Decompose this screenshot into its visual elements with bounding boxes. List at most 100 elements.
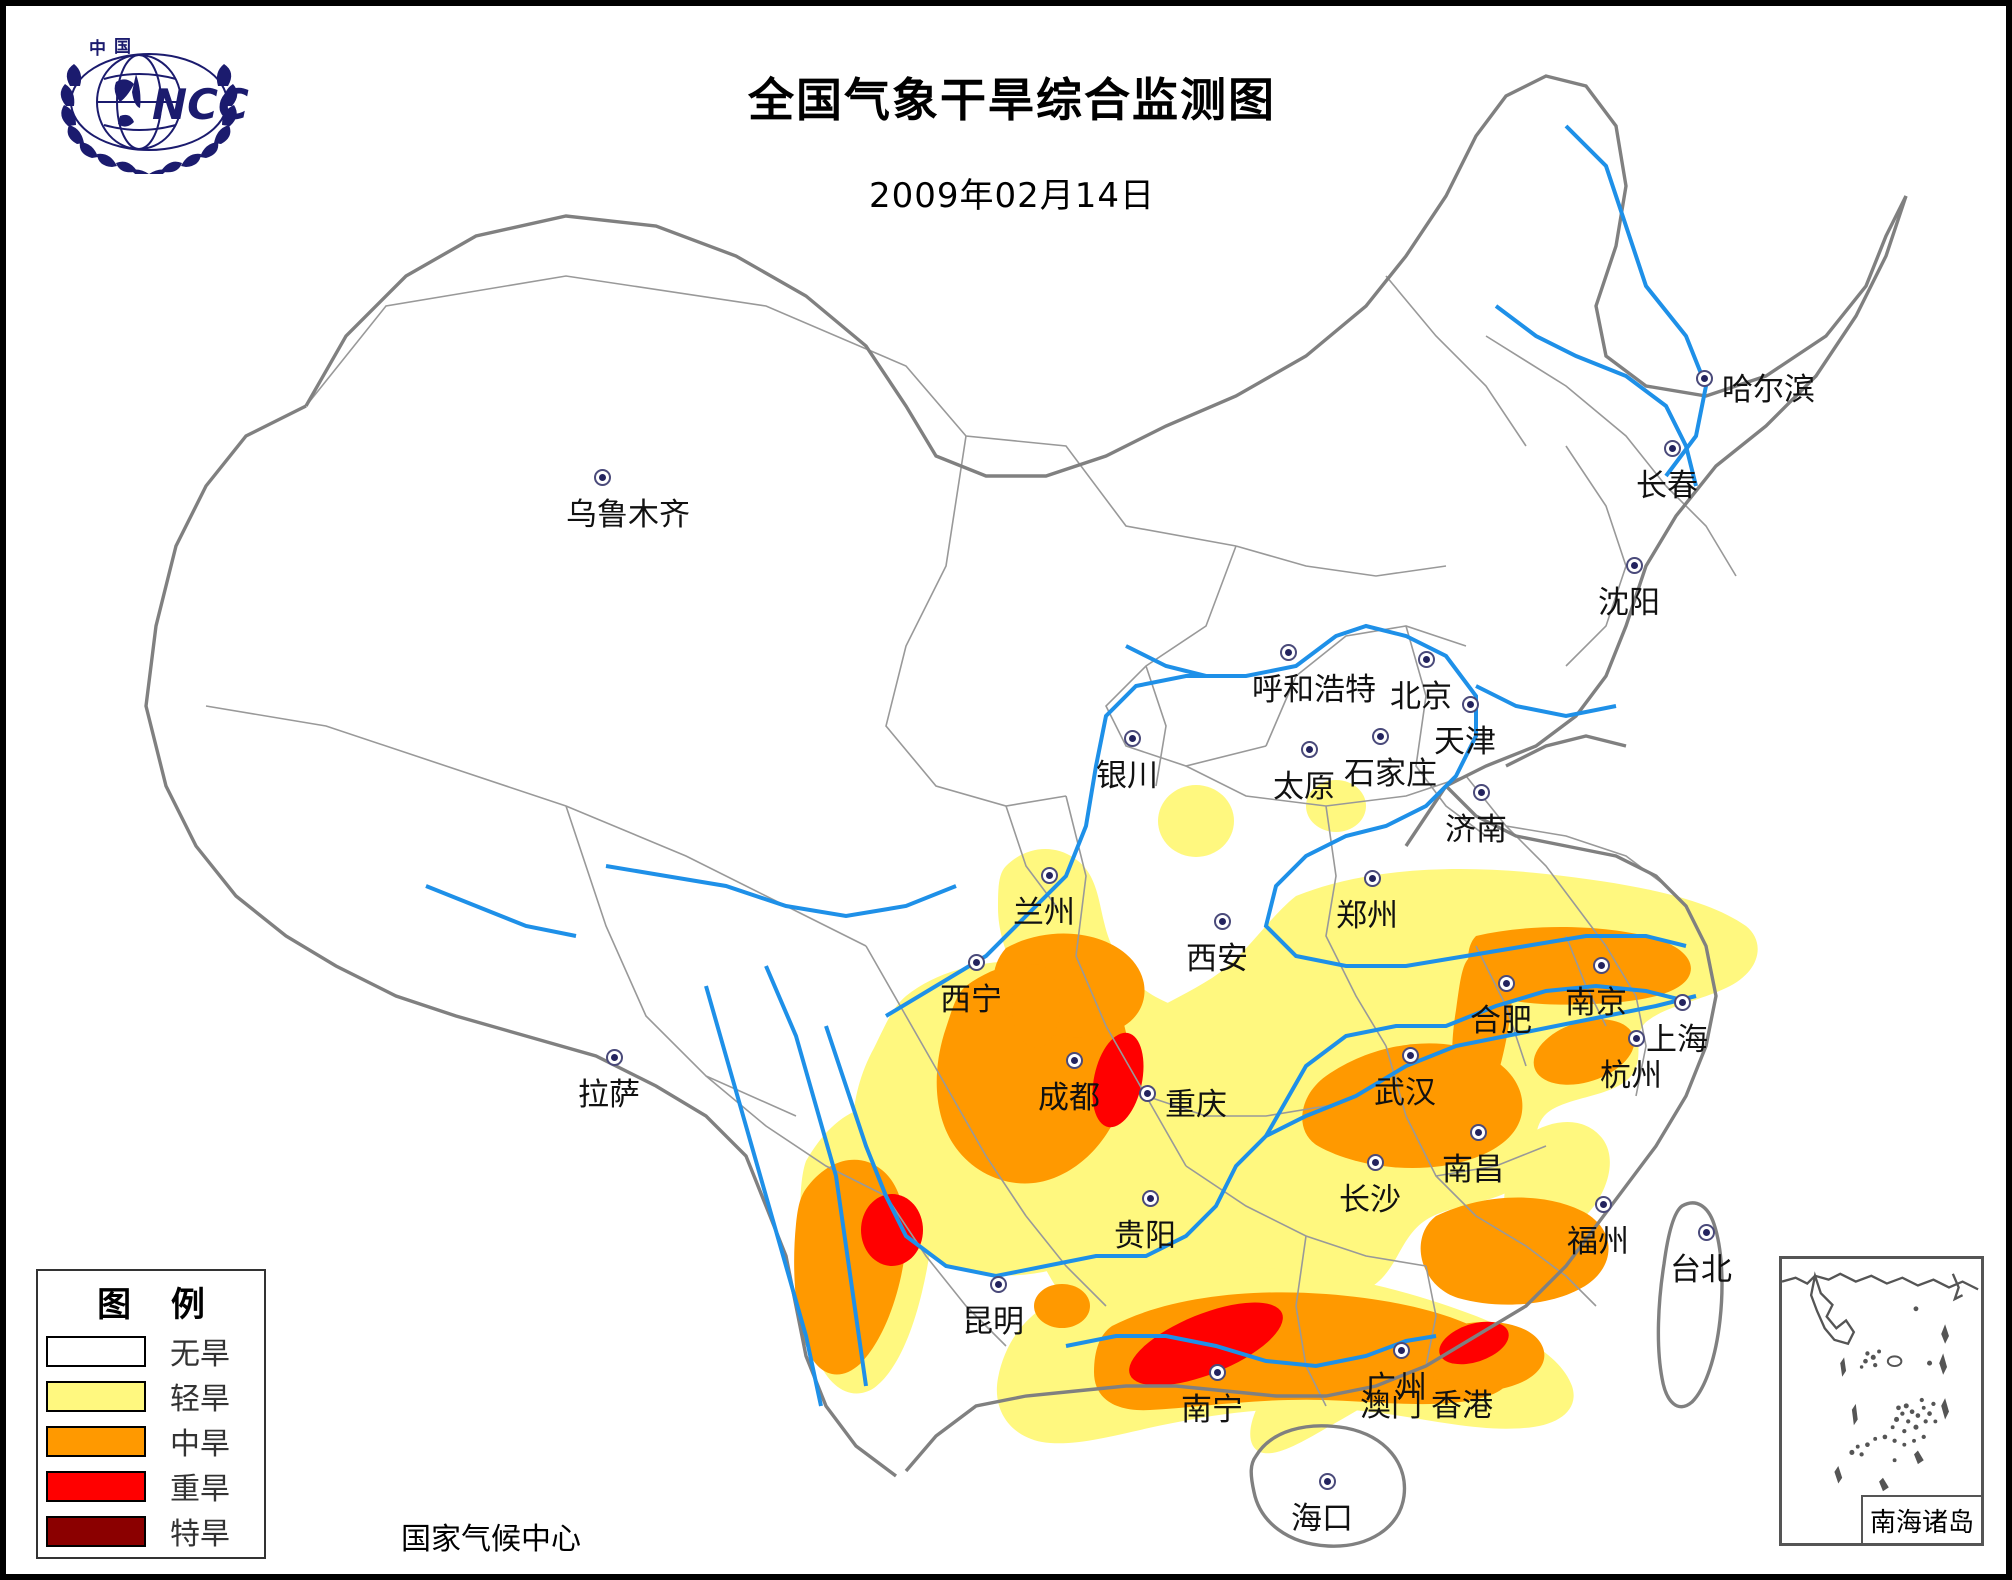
logo-cn-char-2: 国 [114, 37, 131, 57]
city-label: 合肥 [1470, 1003, 1532, 1039]
legend-title: 图 例 [97, 1285, 219, 1325]
ncc-logo-icon: 中 国 NCC [60, 37, 249, 180]
severe-drought-yunnan [861, 1194, 923, 1266]
city-label: 台北 [1670, 1252, 1732, 1288]
city-dot-icon [1498, 975, 1515, 992]
city-label: 杭州 [1600, 1058, 1662, 1094]
legend-row: 中旱 [46, 1420, 264, 1462]
city-dot-icon [1124, 730, 1141, 747]
city-label: 兰州 [1013, 895, 1075, 931]
city-label: 南昌 [1442, 1152, 1504, 1188]
city-label: 福州 [1567, 1224, 1629, 1260]
logo-cn-char-1: 中 [89, 38, 106, 59]
city-dot-icon [1628, 1030, 1645, 1047]
legend-row: 轻旱 [46, 1375, 264, 1417]
inset-coastline [1782, 1271, 1979, 1346]
city-dot-icon [1319, 1473, 1336, 1490]
logo-ncc-text: NCC [152, 80, 249, 129]
city-dot-icon [968, 954, 985, 971]
city-label: 哈尔滨 [1722, 372, 1815, 408]
ncc-logo: 中 国 NCC [44, 24, 254, 180]
legend-swatch [46, 1380, 146, 1412]
city-dot-icon [1664, 440, 1681, 457]
city-label: 贵阳 [1114, 1218, 1176, 1254]
city-label: 南京 [1565, 985, 1627, 1021]
city-dot-icon [1139, 1085, 1156, 1102]
city-dot-icon [1402, 1047, 1419, 1064]
river-layer [425, 124, 1709, 1407]
city-dot-icon [1066, 1052, 1083, 1069]
page-title: 全国气象干旱综合监测图 [748, 73, 1276, 127]
source-credit: 国家气候中心 [401, 1522, 581, 1557]
city-label: 银川 [1096, 758, 1158, 794]
city-dot-icon [1462, 696, 1479, 713]
city-label: 海口 [1291, 1501, 1353, 1537]
legend-row: 无旱 [46, 1330, 264, 1372]
legend-row: 特旱 [46, 1510, 264, 1552]
moderate-drought-jiangxi-fujian [1420, 1197, 1609, 1305]
legend-swatch [46, 1425, 146, 1457]
inset-label: 南海诸岛 [1861, 1495, 1981, 1543]
city-dot-icon [1470, 1124, 1487, 1141]
city-dot-icon [1593, 957, 1610, 974]
legend-label: 中旱 [170, 1427, 230, 1462]
legend-swatch [46, 1470, 146, 1502]
city-label: 香港 [1431, 1388, 1493, 1424]
city-dot-icon [594, 469, 611, 486]
city-dot-icon [1301, 741, 1318, 758]
city-dot-icon [1393, 1342, 1410, 1359]
city-label: 昆明 [962, 1304, 1024, 1340]
city-label: 太原 [1273, 769, 1335, 805]
inset-islands [1834, 1306, 1949, 1509]
city-label: 西宁 [940, 982, 1002, 1018]
city-dot-icon [1418, 651, 1435, 668]
city-label: 沈阳 [1598, 585, 1660, 621]
hainan-island [1249, 1424, 1407, 1548]
moderate-drought-hefei-tail [1452, 954, 1513, 1102]
city-label: 南宁 [1181, 1392, 1243, 1428]
city-label: 重庆 [1165, 1087, 1227, 1123]
city-label: 上海 [1646, 1022, 1708, 1058]
city-label: 郑州 [1336, 898, 1398, 934]
city-label: 呼和浩特 [1252, 672, 1376, 708]
city-dot-icon [1142, 1190, 1159, 1207]
city-label: 拉萨 [578, 1077, 640, 1113]
city-dot-icon [606, 1049, 623, 1066]
legend-swatch [46, 1515, 146, 1547]
city-label: 长沙 [1339, 1182, 1401, 1218]
city-dot-icon [1280, 644, 1297, 661]
moderate-drought-zhejiang [1533, 1019, 1635, 1085]
city-dot-icon [1364, 870, 1381, 887]
legend-row: 重旱 [46, 1465, 264, 1507]
city-dot-icon [1372, 728, 1389, 745]
city-dot-icon [1698, 1224, 1715, 1241]
legend-rows: 无旱 轻旱中旱 重旱 特旱 [38, 1330, 264, 1552]
city-dot-icon [990, 1276, 1007, 1293]
severe-drought-guangdong-east [1439, 1321, 1509, 1365]
city-label: 武汉 [1374, 1075, 1436, 1111]
drought-fill-layer [794, 780, 1758, 1454]
city-label: 成都 [1038, 1080, 1100, 1116]
city-label: 天津 [1434, 724, 1496, 760]
city-label: 济南 [1445, 812, 1507, 848]
south-china-sea-inset-map [1782, 1271, 1979, 1509]
moderate-drought-yunnan-patch [1034, 1284, 1090, 1328]
city-dot-icon [1214, 913, 1231, 930]
city-dot-icon [1041, 867, 1058, 884]
severe-drought-chengdu [1092, 1032, 1144, 1128]
province-border-layer [205, 275, 1737, 1407]
city-dot-icon [1367, 1154, 1384, 1171]
city-label: 乌鲁木齐 [566, 497, 690, 533]
city-label: 石家庄 [1344, 756, 1437, 792]
moderate-drought-gansu-patch [1012, 964, 1060, 1048]
legend-label: 无旱 [170, 1337, 230, 1372]
taiwan-island [1656, 1201, 1724, 1409]
city-dot-icon [1473, 784, 1490, 801]
south-china-sea-inset: 南海诸岛 [1779, 1256, 1984, 1546]
city-label: 长春 [1636, 468, 1698, 504]
legend-box: 图 例 无旱 轻旱中旱 重旱 特旱 [36, 1269, 266, 1559]
city-label: 澳门 [1360, 1388, 1422, 1424]
city-dot-icon [1696, 370, 1713, 387]
legend-swatch [46, 1335, 146, 1367]
china-drought-map [144, 74, 1908, 1548]
